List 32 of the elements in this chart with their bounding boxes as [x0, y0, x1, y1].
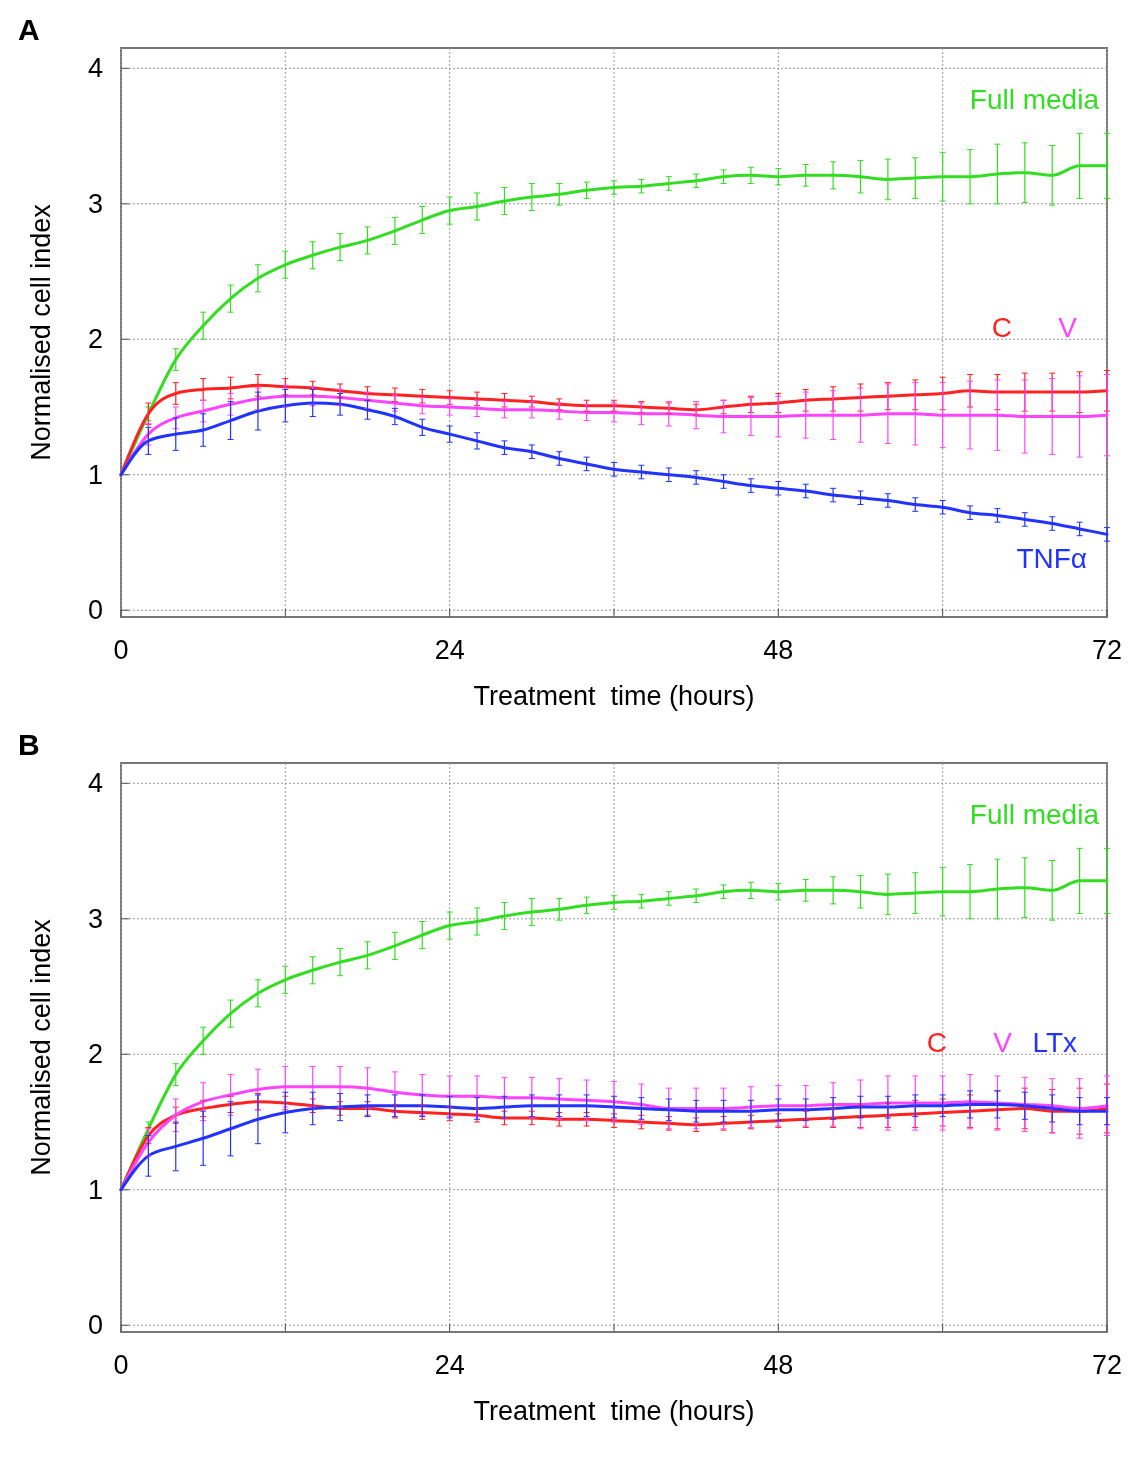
y-tick-label: 2	[87, 1039, 103, 1070]
y-axis-title: Normalised cell index	[26, 918, 56, 1176]
y-tick-label: 2	[87, 324, 103, 355]
x-tick-label: 24	[434, 635, 465, 665]
series-label: Full media	[969, 83, 1100, 115]
y-tick-label: 4	[87, 53, 103, 84]
chart-title: B	[18, 728, 40, 761]
y-tick-label: 0	[87, 1310, 103, 1341]
y-tick-label: 1	[87, 1174, 103, 1205]
text: V	[1058, 311, 1078, 343]
series-label: V	[993, 1026, 1013, 1058]
series-label: C	[926, 1026, 947, 1058]
x-tick-label: 24	[434, 1350, 465, 1380]
series-label: LTx	[1032, 1026, 1077, 1058]
x-tick-label: 0	[113, 635, 129, 665]
y-tick-label: 3	[87, 903, 103, 934]
y-axis-title: Normalised cell index	[26, 203, 56, 461]
series-label: TNFα	[1016, 543, 1087, 575]
series-label: Full media	[969, 798, 1100, 830]
x-axis-title: Treatment time (hours)	[473, 1396, 755, 1426]
x-tick-label: 72	[1091, 635, 1123, 665]
x-tick-label: 48	[763, 635, 794, 665]
series-label: C	[991, 311, 1012, 343]
y-tick-label: 1	[87, 459, 103, 490]
y-tick-label: 0	[87, 595, 103, 626]
x-tick-label: 48	[763, 1350, 794, 1380]
x-tick-label: 72	[1091, 1350, 1123, 1380]
y-tick-label: 4	[87, 768, 103, 799]
chart-title: A	[18, 13, 40, 46]
x-tick-label: 0	[113, 1350, 129, 1380]
x-axis-title: Treatment time (hours)	[473, 681, 755, 711]
y-tick-label: 3	[87, 188, 103, 219]
